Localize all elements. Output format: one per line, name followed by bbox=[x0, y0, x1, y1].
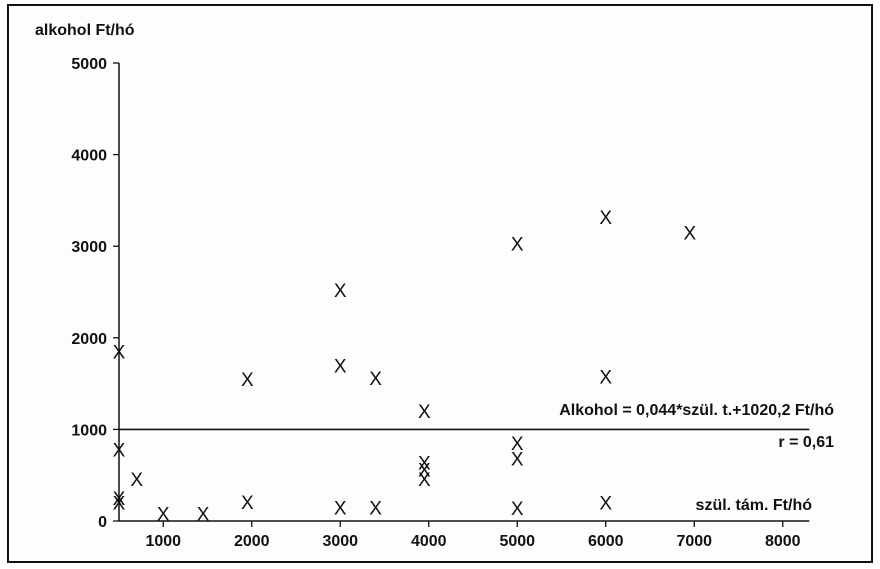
x-tick-label: 8000 bbox=[765, 533, 801, 550]
data-point: X bbox=[599, 494, 612, 515]
data-point: X bbox=[511, 234, 524, 255]
y-tick-label: 0 bbox=[98, 514, 107, 531]
data-point: X bbox=[113, 343, 126, 364]
data-point: X bbox=[334, 356, 347, 377]
data-point: X bbox=[418, 453, 431, 474]
y-tick-label: 5000 bbox=[71, 56, 107, 73]
data-point: X bbox=[334, 281, 347, 302]
regression-equation: Alkohol = 0,044*szül. t.+1020,2 Ft/hó bbox=[559, 402, 834, 419]
data-point: X bbox=[369, 498, 382, 519]
x-tick-label: 1000 bbox=[145, 533, 181, 550]
x-ticks: 1000 2000 3000 4000 5000 6000 7000 8000 bbox=[145, 521, 800, 550]
data-point: X bbox=[334, 498, 347, 519]
data-point: X bbox=[130, 470, 143, 491]
data-point: X bbox=[511, 434, 524, 455]
y-tick-label: 2000 bbox=[71, 331, 107, 348]
data-point: X bbox=[683, 223, 696, 244]
x-tick-label: 4000 bbox=[411, 533, 447, 550]
y-tick-label: 4000 bbox=[71, 148, 107, 165]
data-point: X bbox=[113, 441, 126, 462]
data-point: X bbox=[369, 369, 382, 390]
data-point: X bbox=[418, 402, 431, 423]
data-point: X bbox=[157, 505, 170, 526]
x-tick-label: 7000 bbox=[676, 533, 712, 550]
data-point: X bbox=[113, 494, 126, 515]
y-tick-label: 1000 bbox=[71, 422, 107, 439]
x-tick-label: 6000 bbox=[588, 533, 624, 550]
x-tick-label: 5000 bbox=[499, 533, 535, 550]
data-point: X bbox=[197, 505, 210, 526]
data-point: X bbox=[511, 499, 524, 520]
data-point: X bbox=[241, 493, 254, 514]
y-axis-title: alkohol Ft/hó bbox=[35, 22, 135, 39]
data-point: X bbox=[599, 208, 612, 229]
correlation-label: r = 0,61 bbox=[778, 434, 834, 451]
x-tick-label: 3000 bbox=[322, 533, 358, 550]
data-point: X bbox=[241, 370, 254, 391]
axes bbox=[119, 63, 809, 521]
x-axis-title: szül. tám. Ft/hó bbox=[696, 497, 813, 514]
data-point: X bbox=[599, 367, 612, 388]
y-tick-label: 3000 bbox=[71, 239, 107, 256]
x-tick-label: 2000 bbox=[234, 533, 270, 550]
